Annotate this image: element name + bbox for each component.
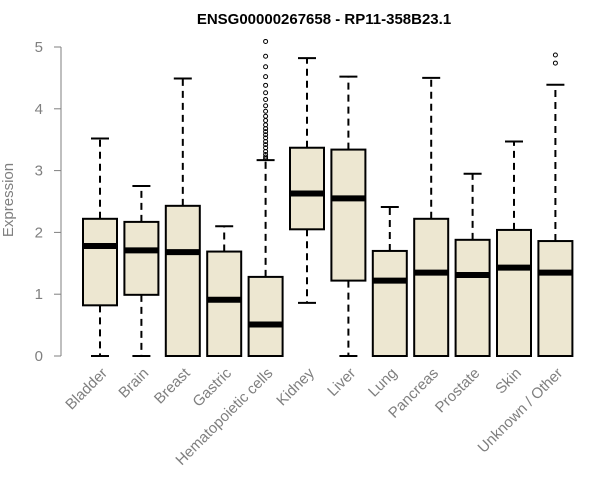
outlier-point [263,38,269,44]
outlier-point [263,135,269,141]
y-tick-label: 1 [35,286,43,303]
box-kidney [289,57,325,304]
x-tick-label: Brain [115,365,152,402]
iqr-box [413,217,450,357]
outlier-point [263,53,269,59]
box-bladder [82,137,118,357]
outlier-point [263,113,269,119]
outlier-point [263,97,269,103]
outlier-point [263,152,269,158]
box-liver [330,75,367,357]
y-axis-label: Expression [0,163,17,237]
iqr-box [123,220,160,296]
box-unknown-other [537,52,574,357]
outlier-point [263,132,269,138]
iqr-box [371,249,408,357]
axes: 0 1 2 3 4 5 [35,39,62,365]
x-tick-label: Bladder [62,365,111,414]
iqr-box [496,228,532,357]
y-tick-label: 3 [35,163,43,180]
iqr-box [537,240,574,357]
outlier-point [263,82,269,88]
x-tick-label: Lung [365,365,401,401]
outlier-point [263,142,269,148]
outlier-point [552,60,558,66]
x-tick-label: Liver [324,365,359,400]
y-tick-label: 2 [35,224,43,241]
outlier-point [263,118,269,124]
outlier-point [263,154,269,160]
y-tick-label: 0 [35,348,43,365]
x-tick-label: Breast [151,364,194,407]
outlier-point [263,145,269,151]
x-tick-label: Skin [492,365,525,398]
outlier-point [263,64,269,70]
outlier-point [263,90,269,96]
iqr-box [247,275,284,357]
x-tick-label: Prostate [432,365,484,417]
y-tick-label: 5 [35,39,43,56]
outlier-point [552,52,558,58]
iqr-box [206,250,243,357]
y-tick-label: 4 [35,101,43,118]
boxes [82,38,574,357]
box-brain [123,185,160,357]
box-prostate [454,172,491,357]
iqr-box [289,146,325,231]
outlier-point [263,129,269,135]
box-skin [496,140,532,357]
chart-title: ENSG00000267658 - RP11-358B23.1 [197,11,451,28]
box-hematopoietic-cells [247,38,284,357]
outlier-point [263,74,269,80]
outlier-point [263,103,269,109]
iqr-box [82,217,118,307]
iqr-box [454,238,491,357]
iqr-box [164,204,201,357]
box-pancreas [413,76,450,357]
box-lung [371,206,408,357]
iqr-box [330,148,367,282]
box-breast [164,77,201,357]
box-gastric [206,225,243,357]
outlier-point [263,108,269,114]
x-tick-label: Kidney [273,364,318,409]
